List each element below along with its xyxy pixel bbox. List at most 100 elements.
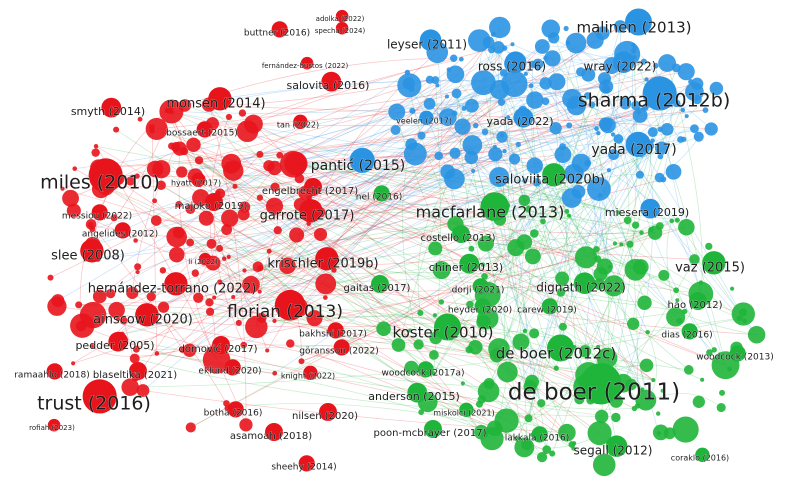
link (209, 104, 593, 313)
link (605, 88, 757, 335)
node (477, 235, 494, 252)
link (130, 317, 740, 388)
link (295, 163, 660, 227)
node (105, 288, 116, 299)
node (635, 389, 657, 411)
node (460, 381, 465, 386)
node (419, 29, 442, 51)
node (578, 345, 592, 358)
node-label: krischler (2019b) (267, 257, 378, 272)
node-label: fernández-bustos (2022) (262, 62, 349, 70)
link (112, 138, 684, 337)
node-label: lakkala (2016) (505, 434, 570, 444)
link (156, 61, 644, 130)
node (548, 32, 560, 44)
node (164, 272, 188, 296)
node (159, 267, 167, 274)
node (690, 124, 699, 133)
node (497, 98, 506, 106)
node (593, 278, 606, 290)
node (471, 70, 496, 96)
node (265, 423, 283, 441)
node (531, 426, 548, 443)
node (304, 178, 322, 196)
node (121, 378, 139, 396)
link (250, 275, 485, 285)
link (259, 197, 442, 271)
node (265, 348, 270, 353)
link (219, 79, 431, 249)
node (129, 353, 140, 364)
link (152, 130, 642, 233)
link (274, 316, 484, 323)
node (449, 147, 461, 159)
node-label: ramaahlo (2018) (14, 371, 90, 381)
link (666, 220, 676, 318)
link (162, 100, 669, 271)
node (134, 173, 140, 179)
node (738, 308, 747, 317)
link (325, 226, 687, 285)
node (136, 384, 150, 397)
node (549, 122, 562, 135)
node (208, 87, 232, 111)
link (528, 50, 634, 419)
node (306, 221, 311, 227)
node (240, 341, 248, 349)
node (610, 132, 616, 137)
node (532, 58, 544, 70)
node-label: blaseltika (2021) (93, 370, 177, 381)
node (677, 136, 684, 143)
node (489, 16, 511, 39)
node (303, 365, 318, 380)
node (513, 107, 534, 128)
node (616, 210, 621, 215)
node (276, 151, 284, 159)
node (286, 339, 295, 348)
node (603, 275, 625, 297)
link (116, 100, 669, 311)
link (247, 130, 654, 381)
node (157, 301, 170, 313)
link (244, 229, 652, 271)
node (66, 203, 81, 218)
link (62, 184, 74, 190)
node (424, 420, 442, 438)
link (114, 114, 530, 219)
node (335, 21, 349, 35)
node (274, 289, 306, 321)
link (50, 73, 456, 278)
link (599, 112, 640, 285)
link (219, 248, 268, 351)
node (221, 153, 242, 174)
node-label: knight (2022) (281, 372, 335, 381)
node (631, 100, 641, 111)
node (719, 389, 726, 396)
node-label: costello (2013) (420, 233, 495, 244)
node (598, 117, 613, 131)
link (190, 132, 599, 210)
link (229, 212, 636, 226)
node (695, 447, 710, 462)
link (212, 170, 474, 264)
node (509, 153, 521, 165)
node (47, 274, 54, 281)
link (508, 144, 519, 248)
link (485, 243, 645, 304)
node (480, 192, 510, 222)
node (594, 126, 599, 132)
node (110, 214, 118, 222)
node (631, 221, 640, 229)
link (499, 89, 591, 401)
link (498, 95, 588, 350)
node-label: koster (2010) (392, 324, 493, 342)
node (706, 349, 713, 356)
node (231, 295, 236, 300)
node-label: vaz (2015) (675, 261, 745, 276)
node (514, 437, 535, 458)
node-label: wray (2022) (584, 60, 657, 74)
link (497, 47, 529, 211)
link (499, 219, 535, 334)
node (88, 158, 123, 193)
